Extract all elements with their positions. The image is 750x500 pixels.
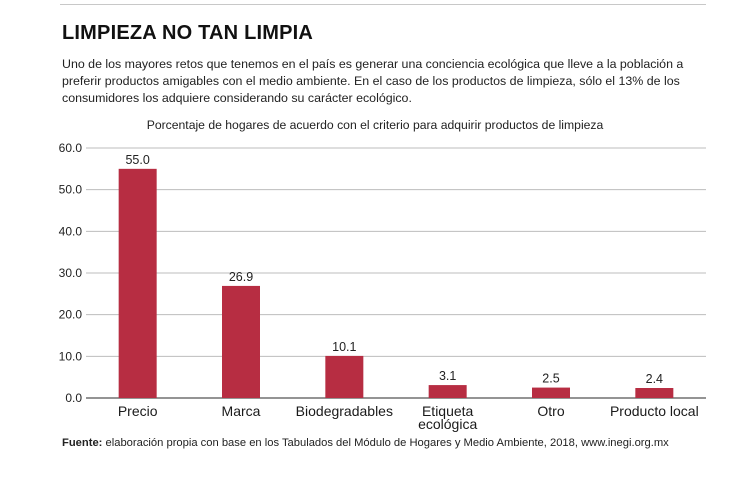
category-label: Producto local xyxy=(610,403,699,419)
y-tick-label: 60.0 xyxy=(59,141,83,155)
category-label: Etiqueta ecológica xyxy=(418,403,477,432)
source-label: Fuente: xyxy=(62,437,103,449)
y-tick-label: 50.0 xyxy=(59,183,83,197)
y-tick-label: 40.0 xyxy=(59,224,83,238)
category-label: Otro xyxy=(537,403,564,419)
bar-value-label: 55.0 xyxy=(125,153,149,167)
chart-headline: LIMPIEZA NO TAN LIMPIA xyxy=(62,22,314,44)
bar-value-label: 2.5 xyxy=(542,372,559,386)
intro-paragraph: Uno de los mayores retos que tenemos en … xyxy=(62,57,684,105)
y-tick-label: 10.0 xyxy=(59,349,83,363)
bar xyxy=(635,388,674,398)
bar-value-label: 26.9 xyxy=(229,270,253,284)
y-tick-label: 0.0 xyxy=(65,391,82,405)
bar xyxy=(428,385,467,398)
bar xyxy=(325,355,364,398)
category-label: Precio xyxy=(118,403,158,419)
bar xyxy=(118,168,157,398)
category-label: Biodegradables xyxy=(296,403,393,419)
top-rule xyxy=(60,4,706,5)
y-tick-label: 30.0 xyxy=(59,266,83,280)
category-label: Marca xyxy=(222,403,261,419)
bar-value-label: 3.1 xyxy=(439,369,456,383)
bar-value-label: 2.4 xyxy=(646,372,663,386)
chart-title: Porcentaje de hogares de acuerdo con el … xyxy=(146,118,604,132)
source-text: elaboración propia con base en los Tabul… xyxy=(102,437,669,449)
bar xyxy=(532,387,570,398)
y-tick-label: 20.0 xyxy=(59,308,83,322)
bar-value-label: 10.1 xyxy=(332,340,356,354)
bar xyxy=(222,285,260,398)
source-note: Fuente: elaboración propia con base en l… xyxy=(62,437,669,449)
